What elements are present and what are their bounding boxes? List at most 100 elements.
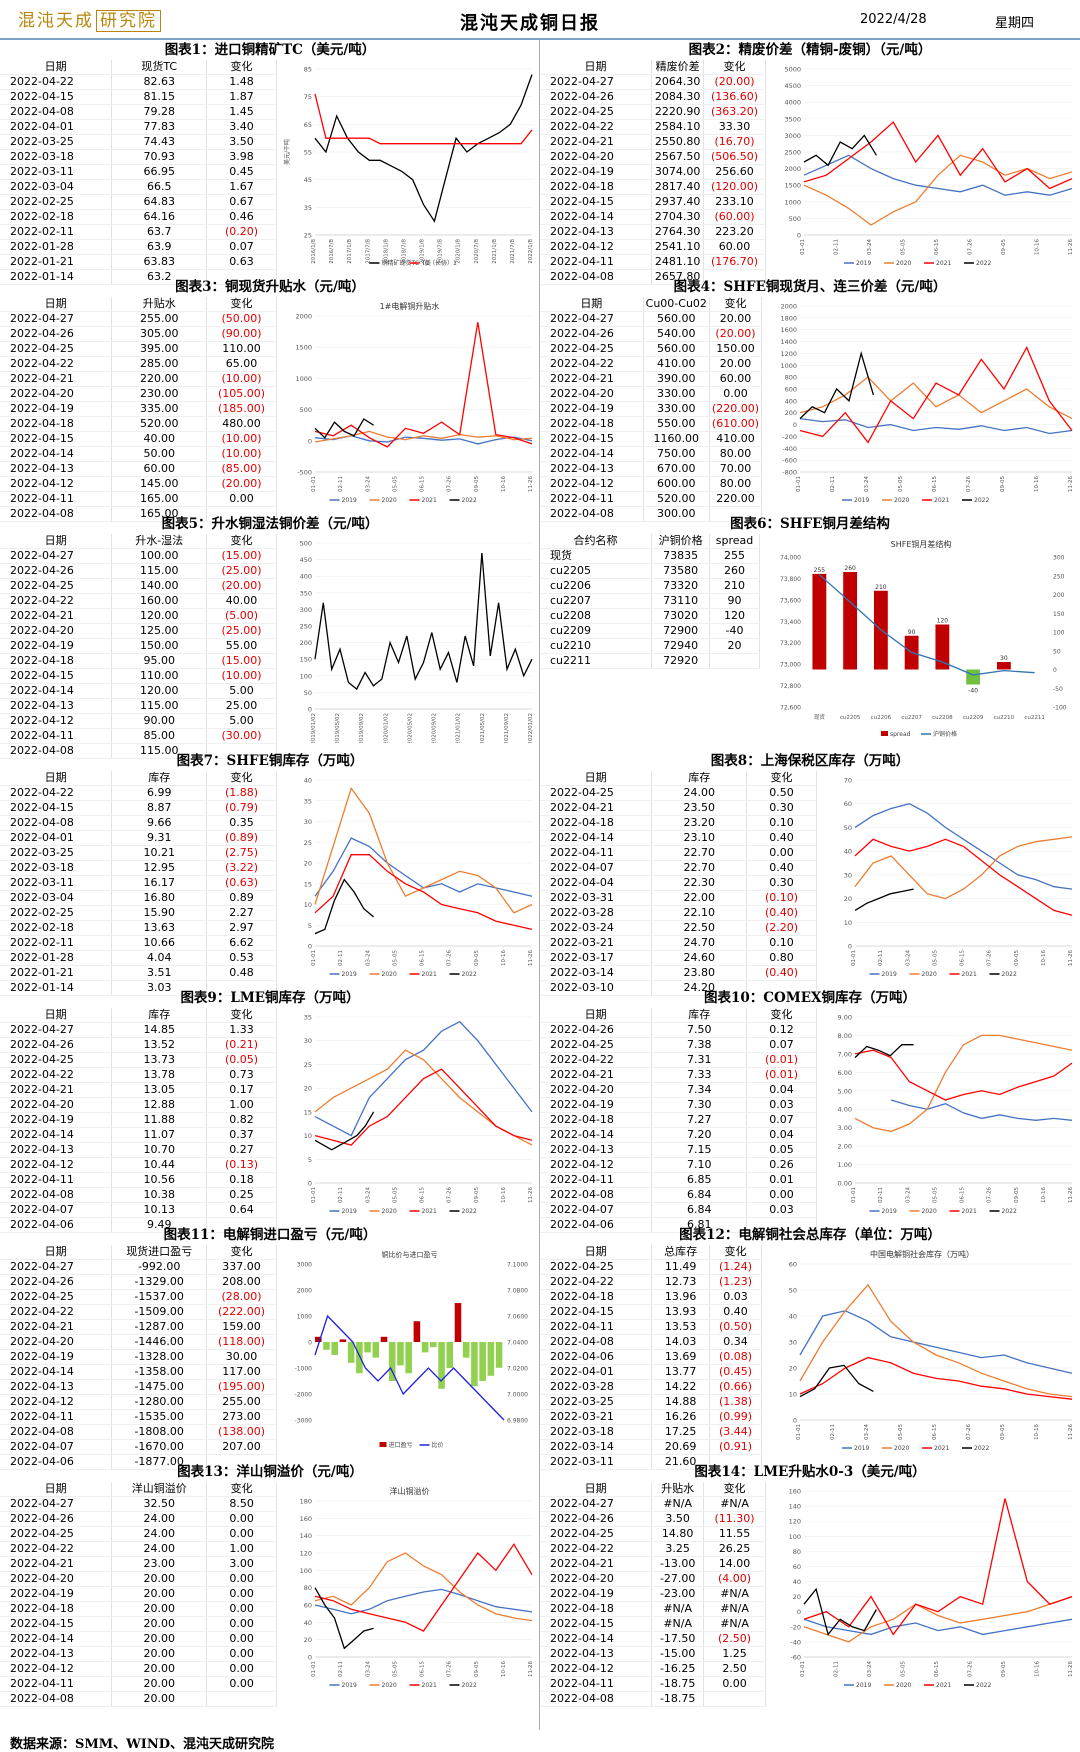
- x-tick-label: 09-05: [1001, 239, 1007, 255]
- table-header-row: 日期 现货进口盈亏 变化: [0, 1245, 277, 1260]
- data-table: 日期 库存 变化 2022-04-25 24.00 0.50 2022-04-21 23.50…: [540, 771, 817, 996]
- value-cell: 7.20: [651, 1127, 748, 1143]
- y-tick-label: 80: [304, 1584, 312, 1592]
- pl-bar: [471, 1342, 478, 1387]
- change-cell: 0.45: [206, 164, 277, 180]
- date-cell: 2022-04-21: [0, 1556, 113, 1572]
- change-cell: 256.60: [703, 164, 766, 180]
- change-cell: 0.50: [746, 785, 817, 801]
- panel-6: 图表6：SHFE铜月差结构 合约名称 沪铜价格 spread 现货 73835 255 cu2…: [540, 514, 1080, 746]
- table-row: 2022-04-26 305.00 (90.00): [0, 326, 277, 342]
- table-row: 2022-04-26 540.00 (20.00): [540, 326, 763, 342]
- table-row: 2022-04-20 125.00 (25.00): [0, 623, 277, 639]
- x-tick-label: 11-26: [1068, 1424, 1074, 1440]
- x-tick-label: 11-26: [528, 950, 534, 966]
- panel-title: 图表13：洋山铜溢价（元/吨）: [177, 1464, 363, 1480]
- change-cell: 80.00: [709, 476, 763, 492]
- column-header: 变化: [709, 297, 763, 312]
- x-tick-label: 2020/01/02: [383, 713, 389, 743]
- column-header: 日期: [540, 297, 644, 312]
- date-cell: 2022-04-26: [0, 1511, 113, 1527]
- change-cell: (50.00): [206, 311, 277, 327]
- x-tick-label: 01-01: [796, 476, 802, 492]
- report-weekday: 星期四: [995, 16, 1035, 31]
- table-row: 2022-04-25 24.00 0.00: [0, 1526, 277, 1542]
- logo-box: 研究院: [96, 10, 161, 32]
- value-cell: -13.00: [651, 1556, 705, 1572]
- date-cell: 2022-04-08: [0, 1691, 113, 1707]
- date-cell: 2022-04-12: [540, 1157, 653, 1173]
- value-cell: 7.27: [651, 1112, 748, 1128]
- table-row: 2022-04-08 -18.75: [540, 1691, 766, 1707]
- table-row: 2022-04-21 13.05 0.17: [0, 1082, 277, 1098]
- y-tick-label: 120: [789, 1518, 801, 1526]
- legend-label: 2020: [894, 497, 909, 504]
- x-tick-label: 03-24: [864, 1424, 870, 1440]
- change-cell: (28.00): [206, 1289, 277, 1305]
- value-cell: 73110: [651, 593, 711, 609]
- series-line-2019: [891, 1099, 1073, 1121]
- change-cell: 0.00: [206, 1601, 277, 1617]
- y-tick-label: 60: [793, 1563, 801, 1571]
- table-row: 2022-04-25 7.38 0.07: [540, 1037, 817, 1053]
- table-row: 2022-04-18 2817.40 (120.00): [540, 179, 766, 195]
- date-cell: 2022-04-14: [540, 209, 653, 225]
- series-line-价差: [314, 552, 533, 691]
- value-cell: 3.25: [651, 1541, 705, 1557]
- date-cell: cu2205: [540, 563, 653, 579]
- panel-11: 图表11：电解铜进口盈亏（元/吨） 日期 现货进口盈亏 变化 2022-04-27 -99…: [0, 1225, 540, 1470]
- pl-bar: [356, 1342, 363, 1374]
- x-tick-label: 2021/09/02: [504, 713, 510, 743]
- date-cell: 2022-04-12: [0, 1157, 113, 1173]
- table-row: 2022-04-12 -1280.00 255.00: [0, 1394, 277, 1410]
- value-cell: 72920: [651, 653, 711, 669]
- date-cell: 2022-04-12: [0, 476, 113, 492]
- y-tick-label: 0: [308, 706, 312, 714]
- date-cell: 2022-04-20: [540, 1082, 653, 1098]
- date-cell: 2022-03-17: [540, 950, 653, 966]
- date-cell: 2022-04-27: [0, 1022, 113, 1038]
- legend-label: 2021: [422, 497, 437, 504]
- data-source-footer: 数据来源：SMM、WIND、混沌天成研究院: [10, 1737, 275, 1752]
- y-tick-label: 4.00: [838, 1106, 852, 1114]
- change-cell: (11.30): [703, 1511, 766, 1527]
- panel-title: 图表7：SHFE铜库存（万吨）: [176, 753, 364, 769]
- date-cell: 2022-04-27: [0, 548, 113, 564]
- panel-title: 图表8：上海保税区库存（万吨）: [710, 753, 910, 769]
- table-row: 2022-04-25 395.00 110.00: [0, 341, 277, 357]
- table-row: 2022-01-14 63.2: [0, 269, 277, 285]
- y-tick-left: -1000: [295, 1366, 313, 1373]
- value-cell: 6.84: [651, 1202, 748, 1218]
- value-cell: 7.38: [651, 1037, 748, 1053]
- date-cell: 2022-04-15: [540, 194, 653, 210]
- date-cell: 现货: [540, 548, 653, 564]
- chart-11: 铜比价与进口盈亏 3000 2000 1000 0 -1000 -2000 -3000 7.10…: [295, 1250, 529, 1449]
- change-cell: 207.00: [206, 1439, 277, 1455]
- date-cell: 2022-04-19: [540, 401, 644, 417]
- date-cell: 2022-04-11: [540, 1676, 653, 1692]
- value-cell: 13.77: [651, 1364, 711, 1380]
- data-table: 日期 精废价差 变化 2022-04-27 2064.30 (20.00) 2022-04-…: [540, 60, 766, 285]
- x-tick-label: 05-05: [932, 950, 938, 966]
- column-header: 变化: [703, 1482, 766, 1497]
- date-cell: 2022-01-21: [0, 965, 113, 981]
- value-cell: 7.10: [651, 1157, 748, 1173]
- table-row: 2022-04-14 750.00 80.00: [540, 446, 763, 462]
- table-row: cu2206 73320 210: [540, 578, 760, 594]
- panel-13: 图表13：洋山铜溢价（元/吨） 日期 洋山铜溢价 变化 2022-04-27 32.50 8…: [0, 1462, 540, 1707]
- change-cell: 55.00: [206, 638, 277, 654]
- y-tick-label: 30: [304, 818, 312, 826]
- table-row: 2022-04-13 -1475.00 (195.00): [0, 1379, 277, 1395]
- bar-data-label: 30: [1000, 655, 1008, 662]
- value-cell: -23.00: [651, 1586, 705, 1602]
- date-cell: 2022-04-25: [0, 341, 113, 357]
- value-cell: 140.00: [111, 578, 208, 594]
- legend-label: 2022: [1002, 971, 1017, 978]
- table-row: 2022-04-08 2657.80: [540, 269, 766, 285]
- table-row: 2022-04-06 -1877.00: [0, 1454, 277, 1470]
- chart-title: 1#电解铜升贴水: [380, 301, 440, 311]
- table-row: 2022-04-01 77.83 3.40: [0, 119, 277, 135]
- table-row: 2022-04-26 24.00 0.00: [0, 1511, 277, 1527]
- change-cell: 2.97: [206, 920, 277, 936]
- change-cell: (0.13): [206, 1157, 277, 1173]
